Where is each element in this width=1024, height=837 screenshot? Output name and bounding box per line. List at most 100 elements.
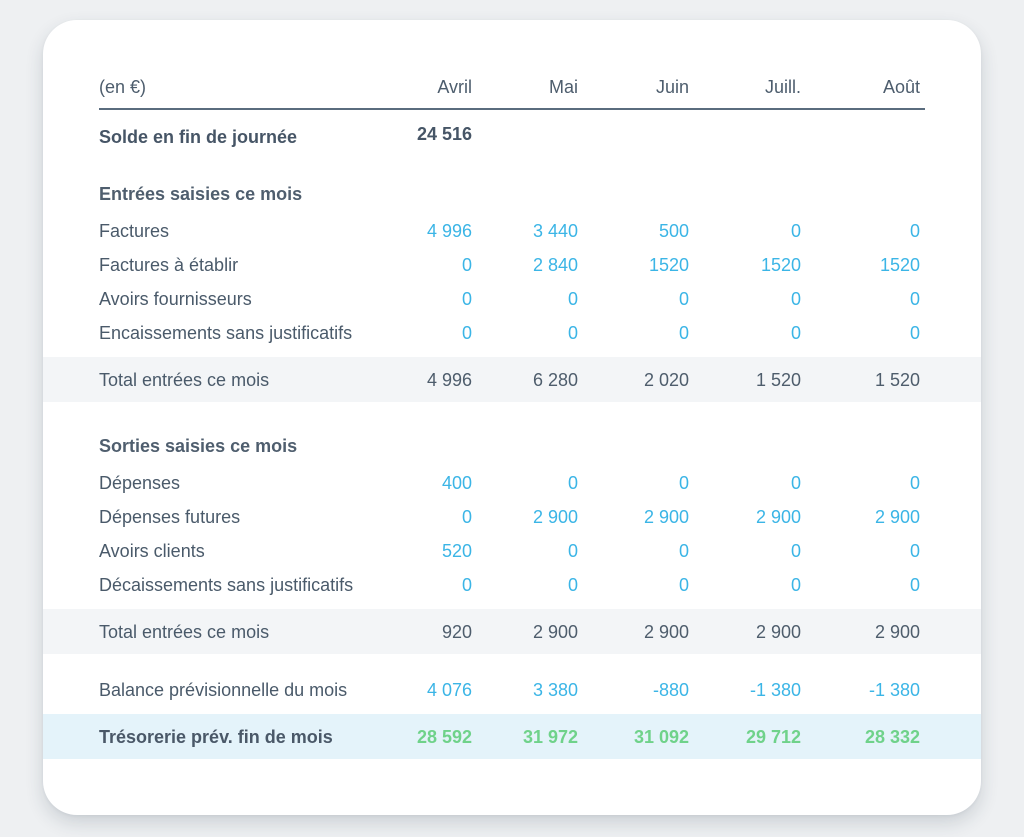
cell-value[interactable]: 0 [909,541,920,561]
cell-value: 920 [441,622,472,642]
row-label: Avoirs fournisseurs [99,289,252,309]
tresorerie-row: Trésorerie prév. fin de mois 28 592 31 9… [43,722,981,752]
cell-value[interactable]: 2 840 [532,255,578,275]
table-row: Décaissements sans justificatifs 0 0 0 0… [43,570,981,600]
cell-value[interactable]: 0 [678,323,689,343]
balance-row: Balance prévisionnelle du mois 4 076 3 3… [43,675,981,705]
cell-value[interactable]: 2 900 [532,507,578,527]
cell-value[interactable]: 0 [567,473,578,493]
cash-forecast-card: (en €) Avril Mai Juin Juill. Août Solde … [43,20,981,815]
sorties-title: Sorties saisies ce mois [99,436,298,456]
cell-value: -1 380 [868,680,920,700]
month-header-aout: Août [882,77,920,97]
cell-value: -1 380 [749,680,801,700]
cell-value: 1 520 [755,370,801,390]
row-label: Factures à établir [99,255,239,275]
cell-value[interactable]: 0 [461,575,472,595]
entrees-title: Entrées saisies ce mois [99,184,303,204]
table-row: Dépenses futures 0 2 900 2 900 2 900 2 9… [43,502,981,532]
solde-label: Solde en fin de journée [99,127,298,147]
cell-value[interactable]: 0 [790,575,801,595]
cell-value[interactable]: 0 [909,575,920,595]
cell-value: 31 972 [522,727,578,747]
cell-value: 2 900 [532,622,578,642]
row-label: Dépenses futures [99,507,241,527]
total-entrees-row: Total entrées ce mois 4 996 6 280 2 020 … [43,365,981,395]
cell-value[interactable]: 3 440 [532,221,578,241]
cell-value[interactable]: 0 [790,289,801,309]
cell-value[interactable]: 500 [658,221,689,241]
cell-value: 2 900 [643,622,689,642]
month-header-juillet: Juill. [764,77,801,97]
month-header-avril: Avril [437,77,472,97]
row-label: Avoirs clients [99,541,205,561]
row-label: Balance prévisionnelle du mois [99,680,348,700]
month-header-juin: Juin [655,77,689,97]
cell-value[interactable]: 0 [909,473,920,493]
cell-value: 2 900 [874,622,920,642]
cell-value: 28 332 [864,727,920,747]
cell-value[interactable]: 0 [790,221,801,241]
cell-value[interactable]: 1520 [760,255,801,275]
cell-value[interactable]: 0 [567,575,578,595]
table-row: Factures 4 996 3 440 500 0 0 [43,216,981,246]
cell-value: 2 900 [755,622,801,642]
solde-value: 24 516 [416,124,472,144]
cell-value: -880 [652,680,689,700]
cell-value[interactable]: 4 996 [426,221,472,241]
cell-value[interactable]: 0 [909,289,920,309]
cell-value[interactable]: 0 [909,221,920,241]
cell-value[interactable]: 1520 [648,255,689,275]
solde-row: Solde en fin de journée 24 516 [43,122,981,152]
row-label: Décaissements sans justificatifs [99,575,354,595]
row-label: Encaissements sans justificatifs [99,323,353,343]
cell-value: 6 280 [532,370,578,390]
table-row: Dépenses 400 0 0 0 0 [43,468,981,498]
row-label: Total entrées ce mois [99,622,270,642]
total-sorties-band [43,609,981,654]
cell-value: 1 520 [874,370,920,390]
header-divider [99,108,925,110]
entrees-section-title: Entrées saisies ce mois [43,179,981,209]
cell-value[interactable]: 0 [909,323,920,343]
cell-value[interactable]: 0 [461,507,472,527]
row-label: Factures [99,221,170,241]
cell-value: 28 592 [416,727,472,747]
cell-value[interactable]: 2 900 [643,507,689,527]
cell-value[interactable]: 0 [567,323,578,343]
cell-value[interactable]: 0 [678,575,689,595]
cell-value[interactable]: 0 [790,473,801,493]
table-row: Encaissements sans justificatifs 0 0 0 0… [43,318,981,348]
cell-value[interactable]: 2 900 [874,507,920,527]
month-header-mai: Mai [548,77,578,97]
table-header: (en €) Avril Mai Juin Juill. Août [43,72,981,102]
cell-value[interactable]: 0 [790,323,801,343]
cell-value: 3 380 [532,680,578,700]
cell-value[interactable]: 0 [461,323,472,343]
cell-value: 4 076 [426,680,472,700]
cell-value: 29 712 [745,727,801,747]
total-entrees-band [43,357,981,402]
cell-value[interactable]: 400 [441,473,472,493]
cell-value[interactable]: 0 [678,289,689,309]
cell-value[interactable]: 0 [678,541,689,561]
cell-value[interactable]: 2 900 [755,507,801,527]
row-label: Total entrées ce mois [99,370,270,390]
cell-value[interactable]: 0 [461,255,472,275]
table-row: Avoirs fournisseurs 0 0 0 0 0 [43,284,981,314]
row-label: Trésorerie prév. fin de mois [99,727,333,747]
cell-value: 4 996 [426,370,472,390]
cell-value: 31 092 [633,727,689,747]
cell-value[interactable]: 520 [441,541,472,561]
unit-label: (en €) [99,77,147,97]
row-label: Dépenses [99,473,181,493]
table-row: Factures à établir 0 2 840 1520 1520 152… [43,250,981,280]
cell-value[interactable]: 0 [567,289,578,309]
cell-value[interactable]: 0 [461,289,472,309]
cell-value[interactable]: 0 [678,473,689,493]
cell-value[interactable]: 0 [790,541,801,561]
table-row: Avoirs clients 520 0 0 0 0 [43,536,981,566]
cell-value[interactable]: 1520 [879,255,920,275]
total-sorties-row: Total entrées ce mois 920 2 900 2 900 2 … [43,617,981,647]
cell-value[interactable]: 0 [567,541,578,561]
